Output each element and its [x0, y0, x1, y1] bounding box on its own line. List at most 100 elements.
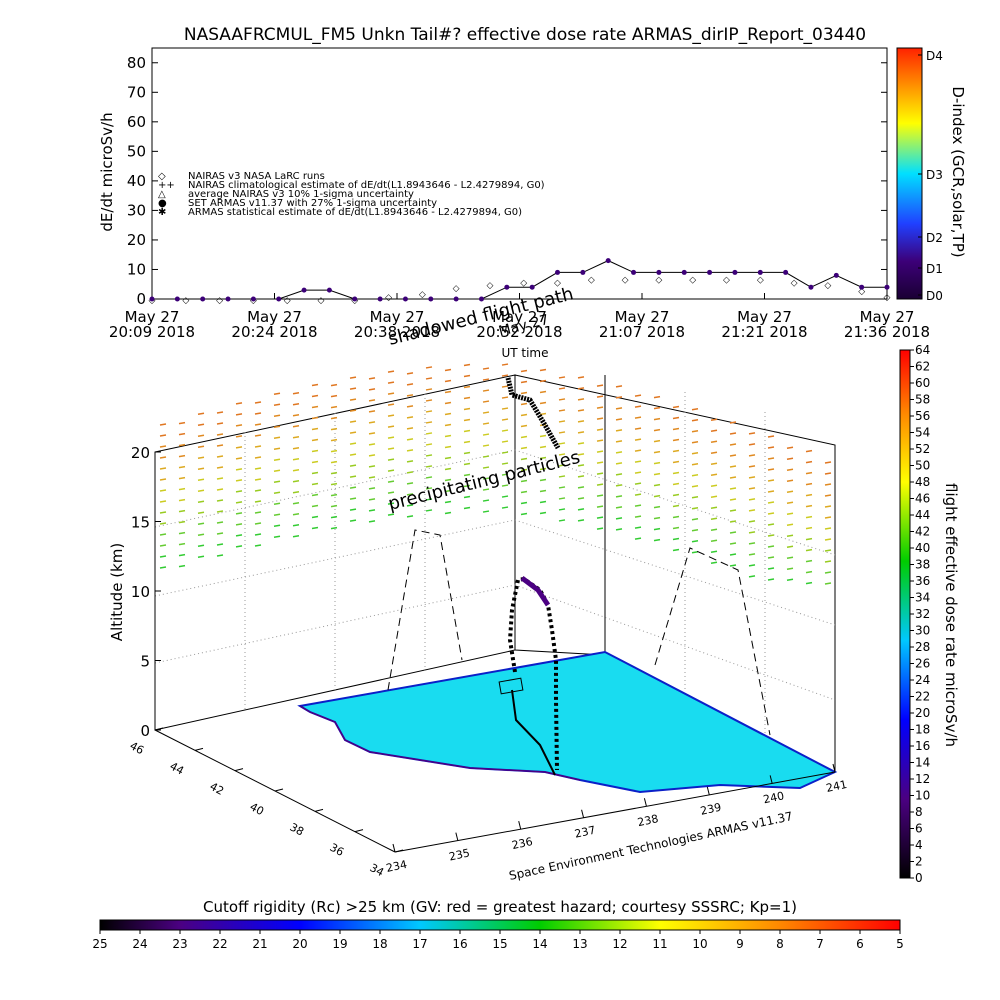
dose-tick-label: 26 — [915, 657, 930, 671]
particle-dash — [653, 472, 661, 476]
armas-point — [656, 269, 662, 275]
particle-dash — [387, 469, 395, 472]
particle-dash — [311, 482, 319, 486]
top-y-axis-label: dE/dt microSv/h — [98, 112, 116, 231]
particle-dash — [577, 519, 585, 522]
particle-dash — [406, 493, 414, 496]
lon-tick-label: 236 — [511, 835, 534, 852]
particle-dash — [368, 432, 376, 435]
dose-tick-label: 46 — [915, 492, 930, 506]
particle-dash — [615, 385, 623, 388]
armas-point — [428, 296, 434, 302]
particle-dash — [235, 490, 243, 493]
particle-dash — [729, 421, 737, 424]
particle-dash — [349, 398, 357, 401]
armas-point — [453, 296, 459, 302]
particle-dash — [387, 447, 395, 450]
particle-dash — [330, 493, 338, 497]
nairas-point: ◇ — [757, 275, 764, 285]
particle-dash — [330, 438, 338, 442]
particle-dash — [197, 467, 205, 471]
particle-dash — [615, 473, 623, 476]
particle-dash — [292, 512, 300, 516]
rc-tick-label: 20 — [292, 937, 307, 951]
particle-dash — [406, 416, 414, 419]
particle-dash — [767, 501, 775, 504]
particle-dash — [482, 411, 490, 414]
particle-dash — [634, 504, 642, 507]
particle-dash — [311, 493, 319, 497]
particle-dash — [710, 462, 718, 465]
nairas-point: ◇ — [182, 296, 189, 306]
nairas-point: ◇ — [858, 287, 865, 297]
particle-dash — [254, 500, 262, 503]
particle-dash — [330, 460, 338, 464]
particle-dash — [577, 442, 585, 445]
particle-dash — [406, 405, 414, 408]
particle-dash — [444, 511, 452, 515]
particle-dash — [501, 385, 509, 388]
top-x-tick-time: 20:52 2018 — [476, 323, 562, 341]
particle-dash — [254, 489, 262, 492]
particle-dash — [501, 429, 509, 432]
particle-dash — [634, 394, 642, 397]
particle-dash — [539, 456, 547, 460]
lat-tick — [274, 788, 284, 792]
particle-dash — [178, 443, 186, 447]
lat-tick — [234, 768, 244, 772]
particle-dash — [235, 424, 243, 427]
particle-dash — [710, 451, 718, 454]
particle-dash — [444, 379, 452, 383]
dose-colorbar-ticks: 0246810121416182022242628303234363840424… — [910, 343, 930, 885]
particle-dash — [216, 444, 224, 447]
particle-dash — [805, 515, 813, 519]
particle-dash — [425, 421, 433, 424]
particle-dash — [691, 429, 699, 433]
particle-dash — [596, 494, 604, 497]
lat-tick-label: 44 — [168, 760, 186, 778]
particle-dash — [444, 412, 452, 416]
particle-dash — [254, 456, 262, 459]
particle-dash — [406, 449, 414, 452]
legend-text: NAIRAS climatological estimate of dE/dt(… — [188, 180, 545, 191]
legend-symbol: △ — [158, 189, 166, 200]
particle-dash — [520, 402, 528, 406]
particle-dash — [159, 544, 167, 547]
particle-dash — [634, 471, 642, 474]
top-x-tick-time: 21:21 2018 — [721, 323, 807, 341]
particle-dash — [387, 480, 395, 483]
particle-dash — [786, 457, 794, 461]
particle-dash — [425, 509, 433, 512]
particle-dash — [368, 388, 376, 391]
particle-dash — [273, 392, 281, 395]
particle-dash — [501, 473, 509, 476]
particle-dash — [292, 446, 300, 450]
particle-dash — [463, 506, 471, 510]
particle-dash — [216, 543, 224, 546]
particle-dash — [577, 420, 585, 423]
particle-dash — [254, 511, 262, 514]
particle-dash — [254, 401, 262, 404]
legend-text: average NAIRAS v3 10% 1-sigma uncertaint… — [188, 189, 414, 200]
particle-dash — [729, 520, 737, 523]
d-index-tick-label: D1 — [926, 262, 943, 276]
particle-dash — [729, 531, 737, 534]
particle-dash — [406, 383, 414, 386]
top-y-tick-label: 10 — [127, 260, 146, 278]
particle-dash — [178, 432, 186, 436]
precipitating-particles-field — [159, 363, 832, 585]
dose-tick-label: 42 — [915, 525, 930, 539]
particle-dash — [159, 456, 167, 459]
rc-tick-label: 7 — [816, 937, 824, 951]
top-x-tick-date: May 27 — [125, 308, 180, 326]
particle-dash — [748, 553, 756, 556]
particle-dash — [710, 473, 718, 476]
particle-dash — [805, 537, 813, 541]
particle-dash — [406, 471, 414, 474]
particle-dash — [311, 460, 319, 464]
dose-tick-label: 52 — [915, 442, 930, 456]
particle-dash — [748, 487, 756, 490]
top-x-tick-date: May 27 — [247, 308, 302, 326]
particle-dash — [159, 511, 167, 514]
particle-dash — [159, 434, 167, 437]
